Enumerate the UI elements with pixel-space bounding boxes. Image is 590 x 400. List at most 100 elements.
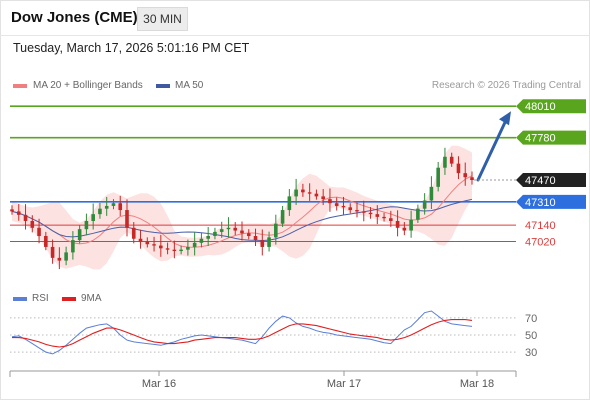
x-tick-label: Mar 16 [142,378,176,390]
candle-body [274,223,278,238]
candle-body [368,212,373,215]
candle-body [98,208,102,215]
candle-body [37,227,41,237]
candle-body [341,205,346,208]
candle-body [470,177,474,180]
candle-body [348,207,353,211]
candle-body [219,229,224,232]
rsi-legend-label: RSI [32,293,49,304]
rsi-level-label-50: 50 [525,330,537,342]
candle-body [152,244,156,246]
forecast-arrow-head [499,111,511,126]
ma50-legend-label: MA 50 [175,80,204,91]
candle-body [314,193,319,197]
timestamp: Tuesday, March 17, 2026 5:01:16 PM CET [13,41,250,55]
candle-body [416,208,420,220]
candle-body [172,249,177,252]
rsi-legend-swatch [13,297,27,301]
x-tick-label: Mar 17 [327,378,361,390]
candle-body [179,249,183,252]
candle-body [159,245,163,249]
candle-body [84,220,89,230]
candle-body [125,210,129,228]
candle-body [104,205,109,209]
candle-body [456,163,461,174]
candle-body [23,214,28,221]
candle-body [111,203,116,206]
instrument-title: Dow Jones (CME) [11,9,138,26]
candle-body [355,210,359,212]
rsi-ma-line [12,319,473,348]
candle-body [307,192,312,194]
candle-body [118,203,123,211]
candle-body [267,237,271,247]
rsi-ma-legend-label: 9MA [81,293,102,304]
candle-body [233,227,238,231]
candle-body [192,242,197,247]
candle-body [213,231,217,237]
candle-body [246,233,251,237]
bollinger-band [12,145,472,270]
candle-body [57,257,62,261]
candle-body [240,230,244,234]
candle-body [50,246,55,258]
candle-body [301,189,305,193]
price-level-label-48010: 48010 [525,101,556,113]
candle-body [429,186,434,201]
forecast-arrow-shaft [476,118,508,182]
price-level-tag-48010 [516,99,586,114]
candle-body [328,199,332,204]
candle-body [449,156,454,164]
price-level-tag-47780 [516,130,586,145]
candle-body [334,203,339,206]
timeframe-button[interactable]: 30 MIN [137,7,188,31]
candle-body [443,156,447,168]
price-level-label-47140: 47140 [525,220,556,232]
candle-body [436,167,440,187]
candle-body [44,236,48,247]
candle-body [422,200,427,209]
candle-body [165,248,170,250]
candle-body [71,240,75,253]
candle-body [463,173,468,178]
candle-body [145,241,150,245]
credit-text: Research © 2026 Trading Central [431,80,581,91]
ma20-legend-label: MA 20 + Bollinger Bands [33,80,143,91]
price-level-label-47780: 47780 [525,133,556,145]
candle-body [16,211,21,215]
header-bar: Dow Jones (CME) 30 MIN [0,0,590,36]
candle-body [361,211,366,213]
x-tick-label: Mar 18 [460,378,494,390]
rsi-ma-legend-swatch [62,297,76,301]
price-level-tag-47310 [516,194,586,209]
rsi-level-label-30: 30 [525,347,537,359]
candle-body [260,240,265,247]
candle-body [91,214,95,221]
price-level-tag-47470 [516,173,586,187]
candle-body [389,218,393,221]
candle-body [131,227,136,239]
price-level-label-47310: 47310 [525,197,556,209]
candle-body [382,216,386,219]
candle-body [64,252,68,261]
price-level-label-47470: 47470 [525,175,556,187]
candle-body [206,236,210,239]
candle-body [138,238,143,242]
candle-body [77,229,82,241]
candle-body [321,196,325,200]
candle-body [409,219,413,231]
candle-body [199,238,204,243]
candle-body [375,214,380,217]
price-level-label-47020: 47020 [525,236,556,248]
ma50-legend-swatch [156,84,170,88]
candle-body [395,220,400,228]
candle-body [280,210,285,224]
candle-body [226,227,231,230]
candle-body [402,227,407,231]
candle-body [287,196,292,211]
ma20-legend-swatch [13,84,27,88]
candle-body [294,189,298,197]
rsi-line [11,310,473,355]
candle-body [253,236,258,241]
